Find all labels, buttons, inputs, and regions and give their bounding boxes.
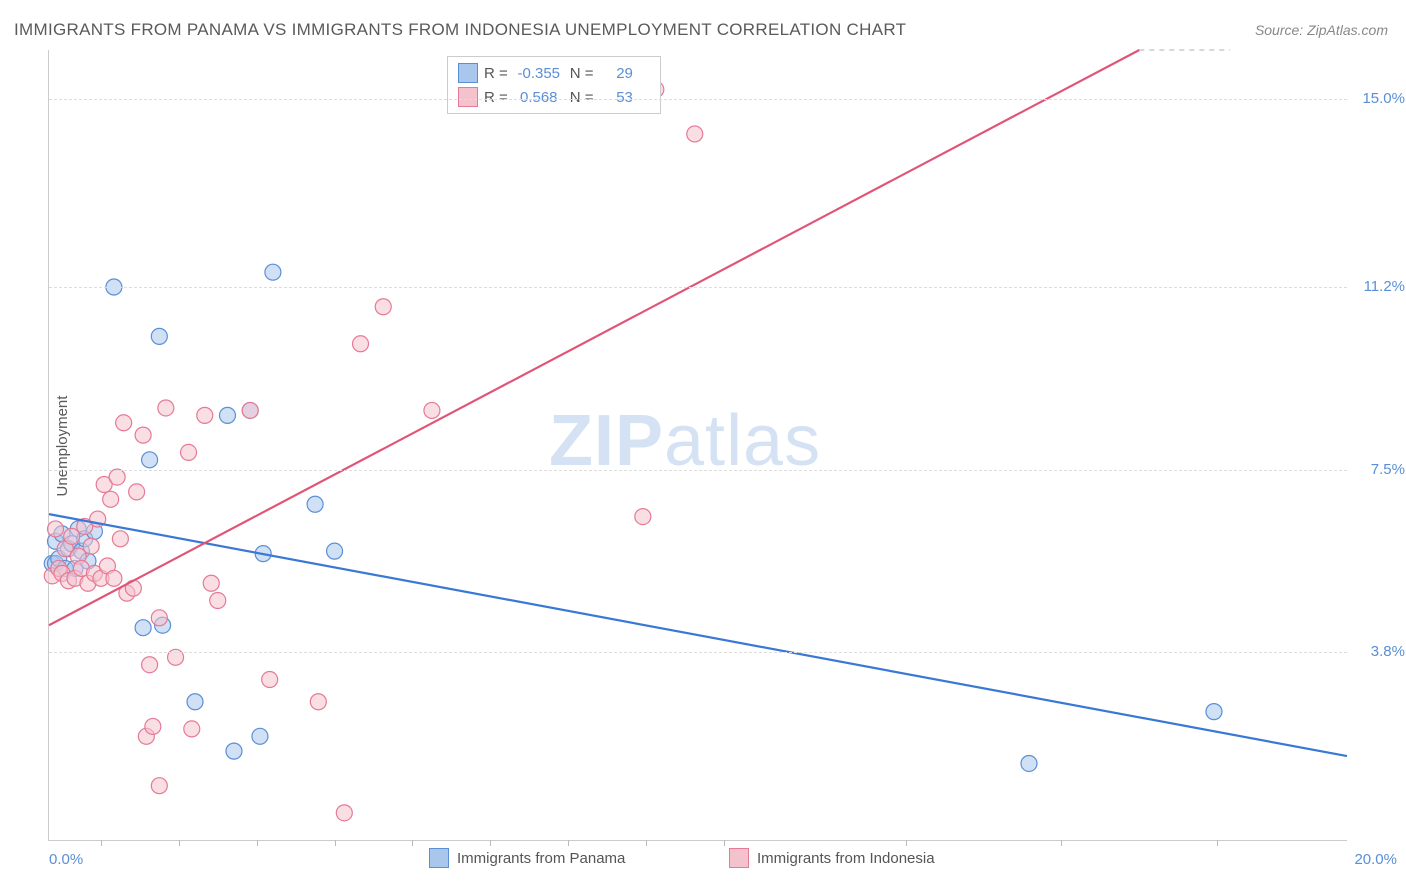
data-point xyxy=(129,484,145,500)
regression-line xyxy=(49,50,1139,625)
series-legend-item: Immigrants from Panama xyxy=(429,848,625,868)
y-tick-label: 3.8% xyxy=(1371,643,1405,660)
legend-r-value: 0.568 xyxy=(514,89,564,106)
legend-r-label: R = xyxy=(484,89,508,106)
x-tick xyxy=(335,840,336,846)
data-point xyxy=(187,694,203,710)
legend-r-label: R = xyxy=(484,65,508,82)
data-point xyxy=(353,336,369,352)
legend-n-value: 53 xyxy=(600,89,650,106)
data-point xyxy=(687,126,703,142)
data-point xyxy=(151,778,167,794)
data-point xyxy=(327,543,343,559)
data-point xyxy=(116,415,132,431)
x-tick xyxy=(1217,840,1218,846)
data-point xyxy=(203,575,219,591)
x-tick xyxy=(568,840,569,846)
gridline xyxy=(49,470,1347,471)
data-point xyxy=(219,407,235,423)
data-point xyxy=(106,570,122,586)
source-attribution: Source: ZipAtlas.com xyxy=(1255,22,1388,38)
data-point xyxy=(252,728,268,744)
legend-swatch xyxy=(429,848,449,868)
data-point xyxy=(135,427,151,443)
data-point xyxy=(184,721,200,737)
legend-swatch xyxy=(458,63,478,83)
data-point xyxy=(262,672,278,688)
data-point xyxy=(226,743,242,759)
chart-svg xyxy=(49,50,1347,840)
series-legend-label: Immigrants from Panama xyxy=(457,850,625,867)
data-point xyxy=(145,718,161,734)
legend-r-value: -0.355 xyxy=(514,65,564,82)
gridline xyxy=(49,652,1347,653)
gridline xyxy=(49,287,1347,288)
data-point xyxy=(635,509,651,525)
data-point xyxy=(151,328,167,344)
data-point xyxy=(181,444,197,460)
series-legend-label: Immigrants from Indonesia xyxy=(757,850,935,867)
data-point xyxy=(151,610,167,626)
correlation-legend: R = -0.355 N = 29 R = 0.568 N = 53 xyxy=(447,56,661,114)
data-point xyxy=(242,402,258,418)
series-legend-item: Immigrants from Indonesia xyxy=(729,848,935,868)
legend-n-label: N = xyxy=(570,89,594,106)
data-point xyxy=(310,694,326,710)
y-tick-label: 7.5% xyxy=(1371,461,1405,478)
x-tick xyxy=(724,840,725,846)
x-tick xyxy=(412,840,413,846)
x-tick xyxy=(1061,840,1062,846)
legend-n-value: 29 xyxy=(600,65,650,82)
data-point xyxy=(135,620,151,636)
regression-line xyxy=(49,514,1347,756)
legend-swatch xyxy=(729,848,749,868)
data-point xyxy=(375,299,391,315)
data-point xyxy=(142,452,158,468)
data-point xyxy=(112,531,128,547)
data-point xyxy=(336,805,352,821)
data-point xyxy=(103,491,119,507)
x-tick xyxy=(490,840,491,846)
x-tick xyxy=(101,840,102,846)
data-point xyxy=(197,407,213,423)
x-tick xyxy=(646,840,647,846)
gridline xyxy=(49,99,1347,100)
legend-row: R = -0.355 N = 29 xyxy=(458,61,650,85)
x-tick xyxy=(179,840,180,846)
data-point xyxy=(83,538,99,554)
y-tick-label: 15.0% xyxy=(1362,90,1405,107)
data-point xyxy=(142,657,158,673)
data-point xyxy=(1206,704,1222,720)
plot-area: ZIPatlas R =-0.355N =29R =0.568N =53 3.8… xyxy=(48,50,1347,841)
legend-swatch xyxy=(458,87,478,107)
data-point xyxy=(47,521,63,537)
x-min-label: 0.0% xyxy=(49,851,83,868)
chart-title: IMMIGRANTS FROM PANAMA VS IMMIGRANTS FRO… xyxy=(14,20,906,40)
data-point xyxy=(265,264,281,280)
data-point xyxy=(210,593,226,609)
data-point xyxy=(109,469,125,485)
data-point xyxy=(1021,755,1037,771)
y-tick-label: 11.2% xyxy=(1364,278,1405,295)
x-tick xyxy=(257,840,258,846)
x-tick xyxy=(906,840,907,846)
x-max-label: 20.0% xyxy=(1354,851,1397,868)
data-point xyxy=(158,400,174,416)
legend-n-label: N = xyxy=(570,65,594,82)
legend-row: R = 0.568 N = 53 xyxy=(458,85,650,109)
data-point xyxy=(424,402,440,418)
data-point xyxy=(307,496,323,512)
